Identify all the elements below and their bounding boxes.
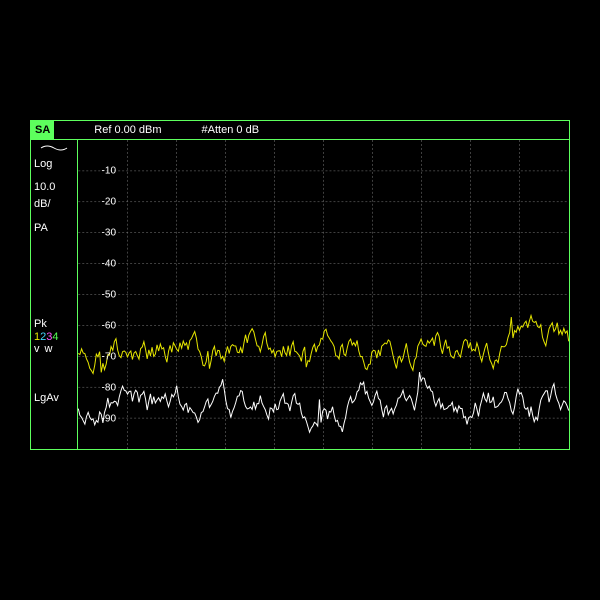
spectrum-analyzer-panel: SA Ref 0.00 dBm #Atten 0 dB Log 10.0 dB/…	[30, 120, 570, 450]
y-tick-label: -40	[102, 259, 120, 270]
pa-label: PA	[31, 220, 77, 237]
y-tick-label: -10	[102, 166, 120, 177]
header-bar: SA Ref 0.00 dBm #Atten 0 dB	[30, 120, 570, 140]
pk-digits: 1234	[34, 331, 59, 344]
y-tick-label: -20	[102, 197, 120, 208]
y-tick-label: -70	[102, 352, 120, 363]
lgav-block: LgAv	[34, 392, 59, 405]
y-tick-label: -30	[102, 228, 120, 239]
pk-label: Pk	[34, 318, 59, 331]
spline-icon	[31, 140, 77, 156]
mode-badge: SA	[31, 121, 54, 139]
y-tick-label: -60	[102, 321, 120, 332]
trace-lgav	[78, 372, 568, 432]
ref-level-label: Ref 0.00 dBm	[94, 124, 161, 136]
scale-type: Log	[31, 156, 77, 173]
lgav-label: LgAv	[34, 392, 59, 405]
pk-vw: vw	[34, 343, 59, 356]
scale-unit: dB/	[31, 196, 77, 213]
trace-peak	[78, 316, 568, 374]
y-tick-label: -90	[102, 414, 120, 425]
pk-digit-4: 4	[52, 331, 58, 343]
chart-area: -10 -20 -30 -40 -50 -60 -70 -80 -90	[78, 140, 570, 450]
y-tick-label: -50	[102, 290, 120, 301]
chart-traces	[78, 140, 569, 449]
y-tick-label: -80	[102, 383, 120, 394]
pk-block: Pk 1234 vw	[34, 318, 59, 356]
scale-div: 10.0	[31, 179, 77, 196]
atten-label: #Atten 0 dB	[202, 124, 260, 136]
sidebar: Log 10.0 dB/ PA Pk 1234 vw LgAv	[30, 140, 78, 450]
